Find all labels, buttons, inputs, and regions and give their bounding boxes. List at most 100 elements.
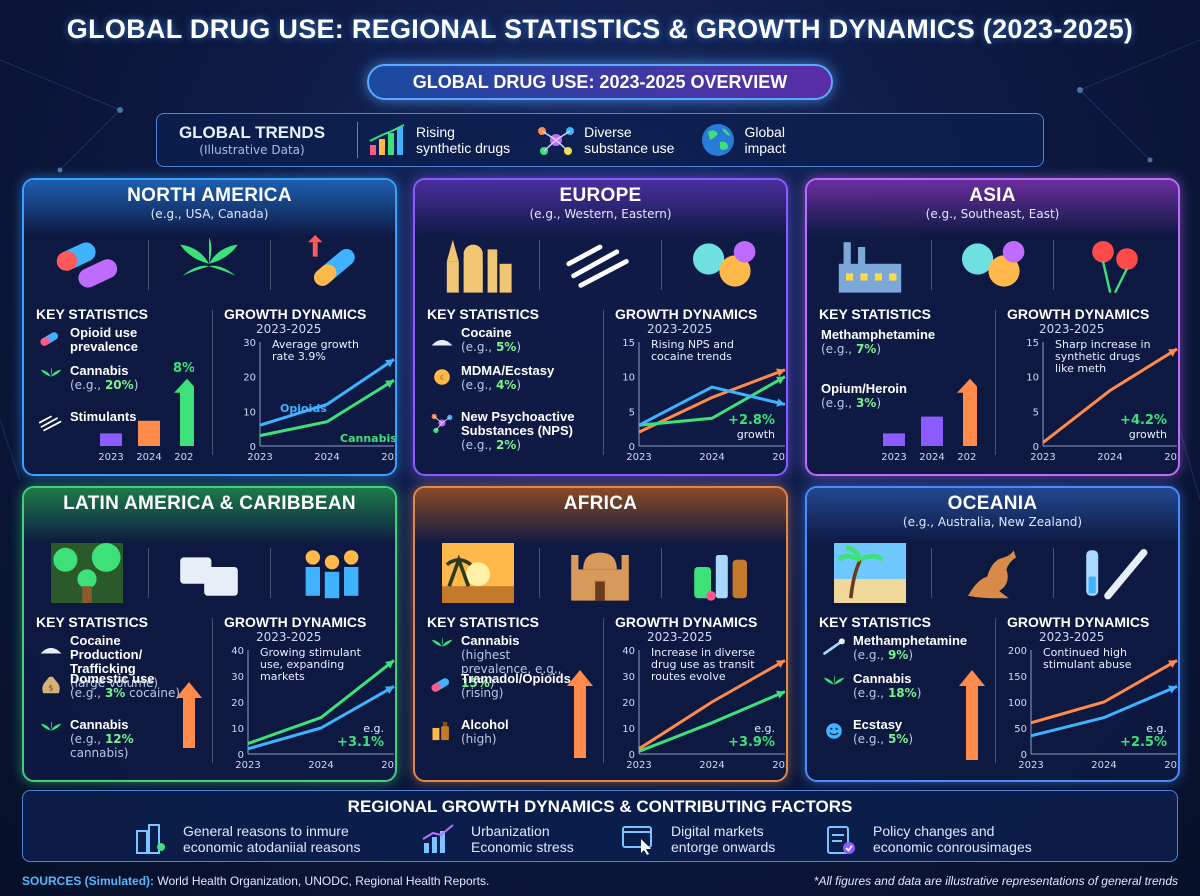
region-name: OCEANIA [947, 493, 1038, 514]
cannabis-icon [823, 675, 845, 695]
stat-item: Cannabis (e.g., 12% cannabis) [38, 718, 192, 760]
smiley-pill-icon [826, 723, 842, 739]
factory-icon [838, 242, 902, 293]
region-name: AFRICA [563, 493, 638, 514]
stat-item: Cannabis (highest prevalence, e.g., 15%) [429, 634, 583, 690]
chart-annotation: Continued high [1043, 646, 1127, 659]
series-arrowhead [1168, 660, 1177, 669]
series-line-0 [638, 659, 786, 751]
y-tick-label: 40 [231, 646, 244, 657]
x-tick-label: 2024 [1091, 760, 1116, 770]
series-arrowhead [385, 359, 394, 368]
bar-x-label: 2023 [98, 452, 123, 462]
growth-value: +2.8% [728, 413, 775, 428]
growth-title: GROWTH DYNAMICS [1007, 306, 1150, 322]
svg-text:$: $ [49, 684, 54, 693]
growth-title: GROWTH DYNAMICS [615, 306, 758, 322]
bar [921, 416, 943, 446]
y-tick-label: 30 [231, 672, 244, 683]
bar-x-label: 2024 [136, 452, 161, 462]
chart-annotation: markets [260, 670, 305, 683]
x-tick-label: 2023 [247, 452, 272, 462]
stat-name: Cannabis [70, 363, 129, 378]
stat-value: (e.g., 7%) [821, 342, 882, 356]
region-name: ASIA [969, 185, 1016, 206]
growth-title: GROWTH DYNAMICS [224, 306, 367, 322]
disclaimer: *All figures and data are illustrative r… [813, 874, 1178, 888]
key-stats-title: KEY STATISTICS [427, 306, 540, 322]
sources-line: SOURCES (Simulated): World Health Organi… [22, 874, 490, 888]
growth-prefix: e.g. [1146, 722, 1167, 735]
stat-value: (e.g., 4%) [461, 378, 522, 392]
growth-period: 2023-2025 [647, 630, 713, 644]
region-header: AFRICA [415, 488, 786, 544]
bar-x-label: 2025 [957, 452, 977, 462]
trends-subtitle: (Illustrative Data) [199, 143, 305, 157]
region-name: NORTH AMERICA [127, 185, 292, 206]
series-arrowhead [385, 380, 394, 388]
series-line-0 [638, 368, 786, 434]
city-pin-icon [136, 824, 165, 854]
stat-value: (high) [461, 732, 497, 746]
stat-value: (e.g., 20%) [70, 378, 139, 392]
series-line-0 [259, 358, 395, 427]
y-tick-label: 10 [231, 724, 244, 735]
stat-value: (rising) [461, 686, 504, 700]
growth-chart: 0 10 20 30 40 2023 2024 2025 Growing stimulantus… [231, 646, 397, 770]
jungle-icon [50, 543, 123, 603]
key-stats-title: KEY STATISTICS [819, 614, 932, 630]
trend-up-arrow [567, 670, 593, 758]
stat-name: Methamphetamine [821, 327, 936, 342]
region-card-latin-america-caribbean: LATIN AMERICA & CARIBBEAN KEY STATISTICS G… [22, 486, 397, 782]
stats-section: KEY STATISTICS GROWTH DYNAMICS 2023-2025 Me… [807, 302, 1178, 462]
region-icons [24, 232, 395, 298]
y-tick-label: 50 [1014, 724, 1027, 735]
stat-value: (e.g., 5%) [853, 732, 914, 746]
stat-name: Cannabis [461, 633, 520, 648]
x-tick-label: 2023 [235, 760, 260, 770]
x-tick-label: 2024 [1097, 452, 1122, 462]
x-tick-label: 2025 [381, 760, 397, 770]
y-tick-label: 0 [1021, 750, 1027, 761]
series-arrowhead [776, 398, 785, 407]
chart-annotation: like meth [1055, 362, 1106, 375]
series-arrowhead [776, 368, 785, 377]
region-header: NORTH AMERICA (e.g., USA, Canada) [24, 180, 395, 236]
city-skyline-icon [446, 239, 512, 293]
y-tick-label: 0 [1033, 442, 1039, 453]
bar-arrowhead [174, 378, 194, 393]
factor-2: Urbanization Economic stress [421, 823, 574, 855]
stat-item: $ Domestic use (e.g., 3% cocaine) [38, 672, 180, 700]
trend-up-arrow [176, 682, 202, 748]
y-tick-label: 30 [622, 672, 635, 683]
y-tick-label: 20 [243, 373, 256, 384]
region-icons [24, 540, 395, 606]
growth-period: 2023-2025 [256, 630, 322, 644]
powder-icon [431, 339, 453, 346]
growth-title: GROWTH DYNAMICS [224, 614, 367, 630]
molecule-icon [538, 127, 575, 155]
pills-icon [56, 242, 118, 288]
y-tick-label: 30 [243, 338, 256, 349]
bar-arrowhead [957, 378, 977, 393]
series-line-0 [247, 659, 395, 746]
y-tick-label: 5 [629, 407, 635, 418]
stat-name: Domestic use [70, 671, 155, 686]
growth-prefix: e.g. [754, 722, 775, 735]
kangaroo-icon [968, 550, 1017, 599]
bar [180, 390, 194, 446]
overview-banner: GLOBAL DRUG USE: 2023-2025 OVERVIEW [367, 64, 833, 100]
globe-icon [702, 124, 735, 156]
beach-icon [833, 543, 906, 603]
chart-annotation: Increase in diverse [651, 646, 755, 659]
series-line-1 [259, 378, 395, 438]
stat-item: Methamphetamine (e.g., 7%) [821, 327, 936, 357]
growth-value: +2.5% [1120, 735, 1167, 750]
key-stats-title: KEY STATISTICS [819, 306, 932, 322]
stat-value: (e.g., 5%) [461, 340, 522, 354]
series-arrowhead [776, 376, 785, 385]
stat-name: Opioid use prevalence [70, 325, 138, 354]
powder-lines-icon [38, 415, 62, 432]
chart-annotation: synthetic drugs [1055, 350, 1141, 363]
